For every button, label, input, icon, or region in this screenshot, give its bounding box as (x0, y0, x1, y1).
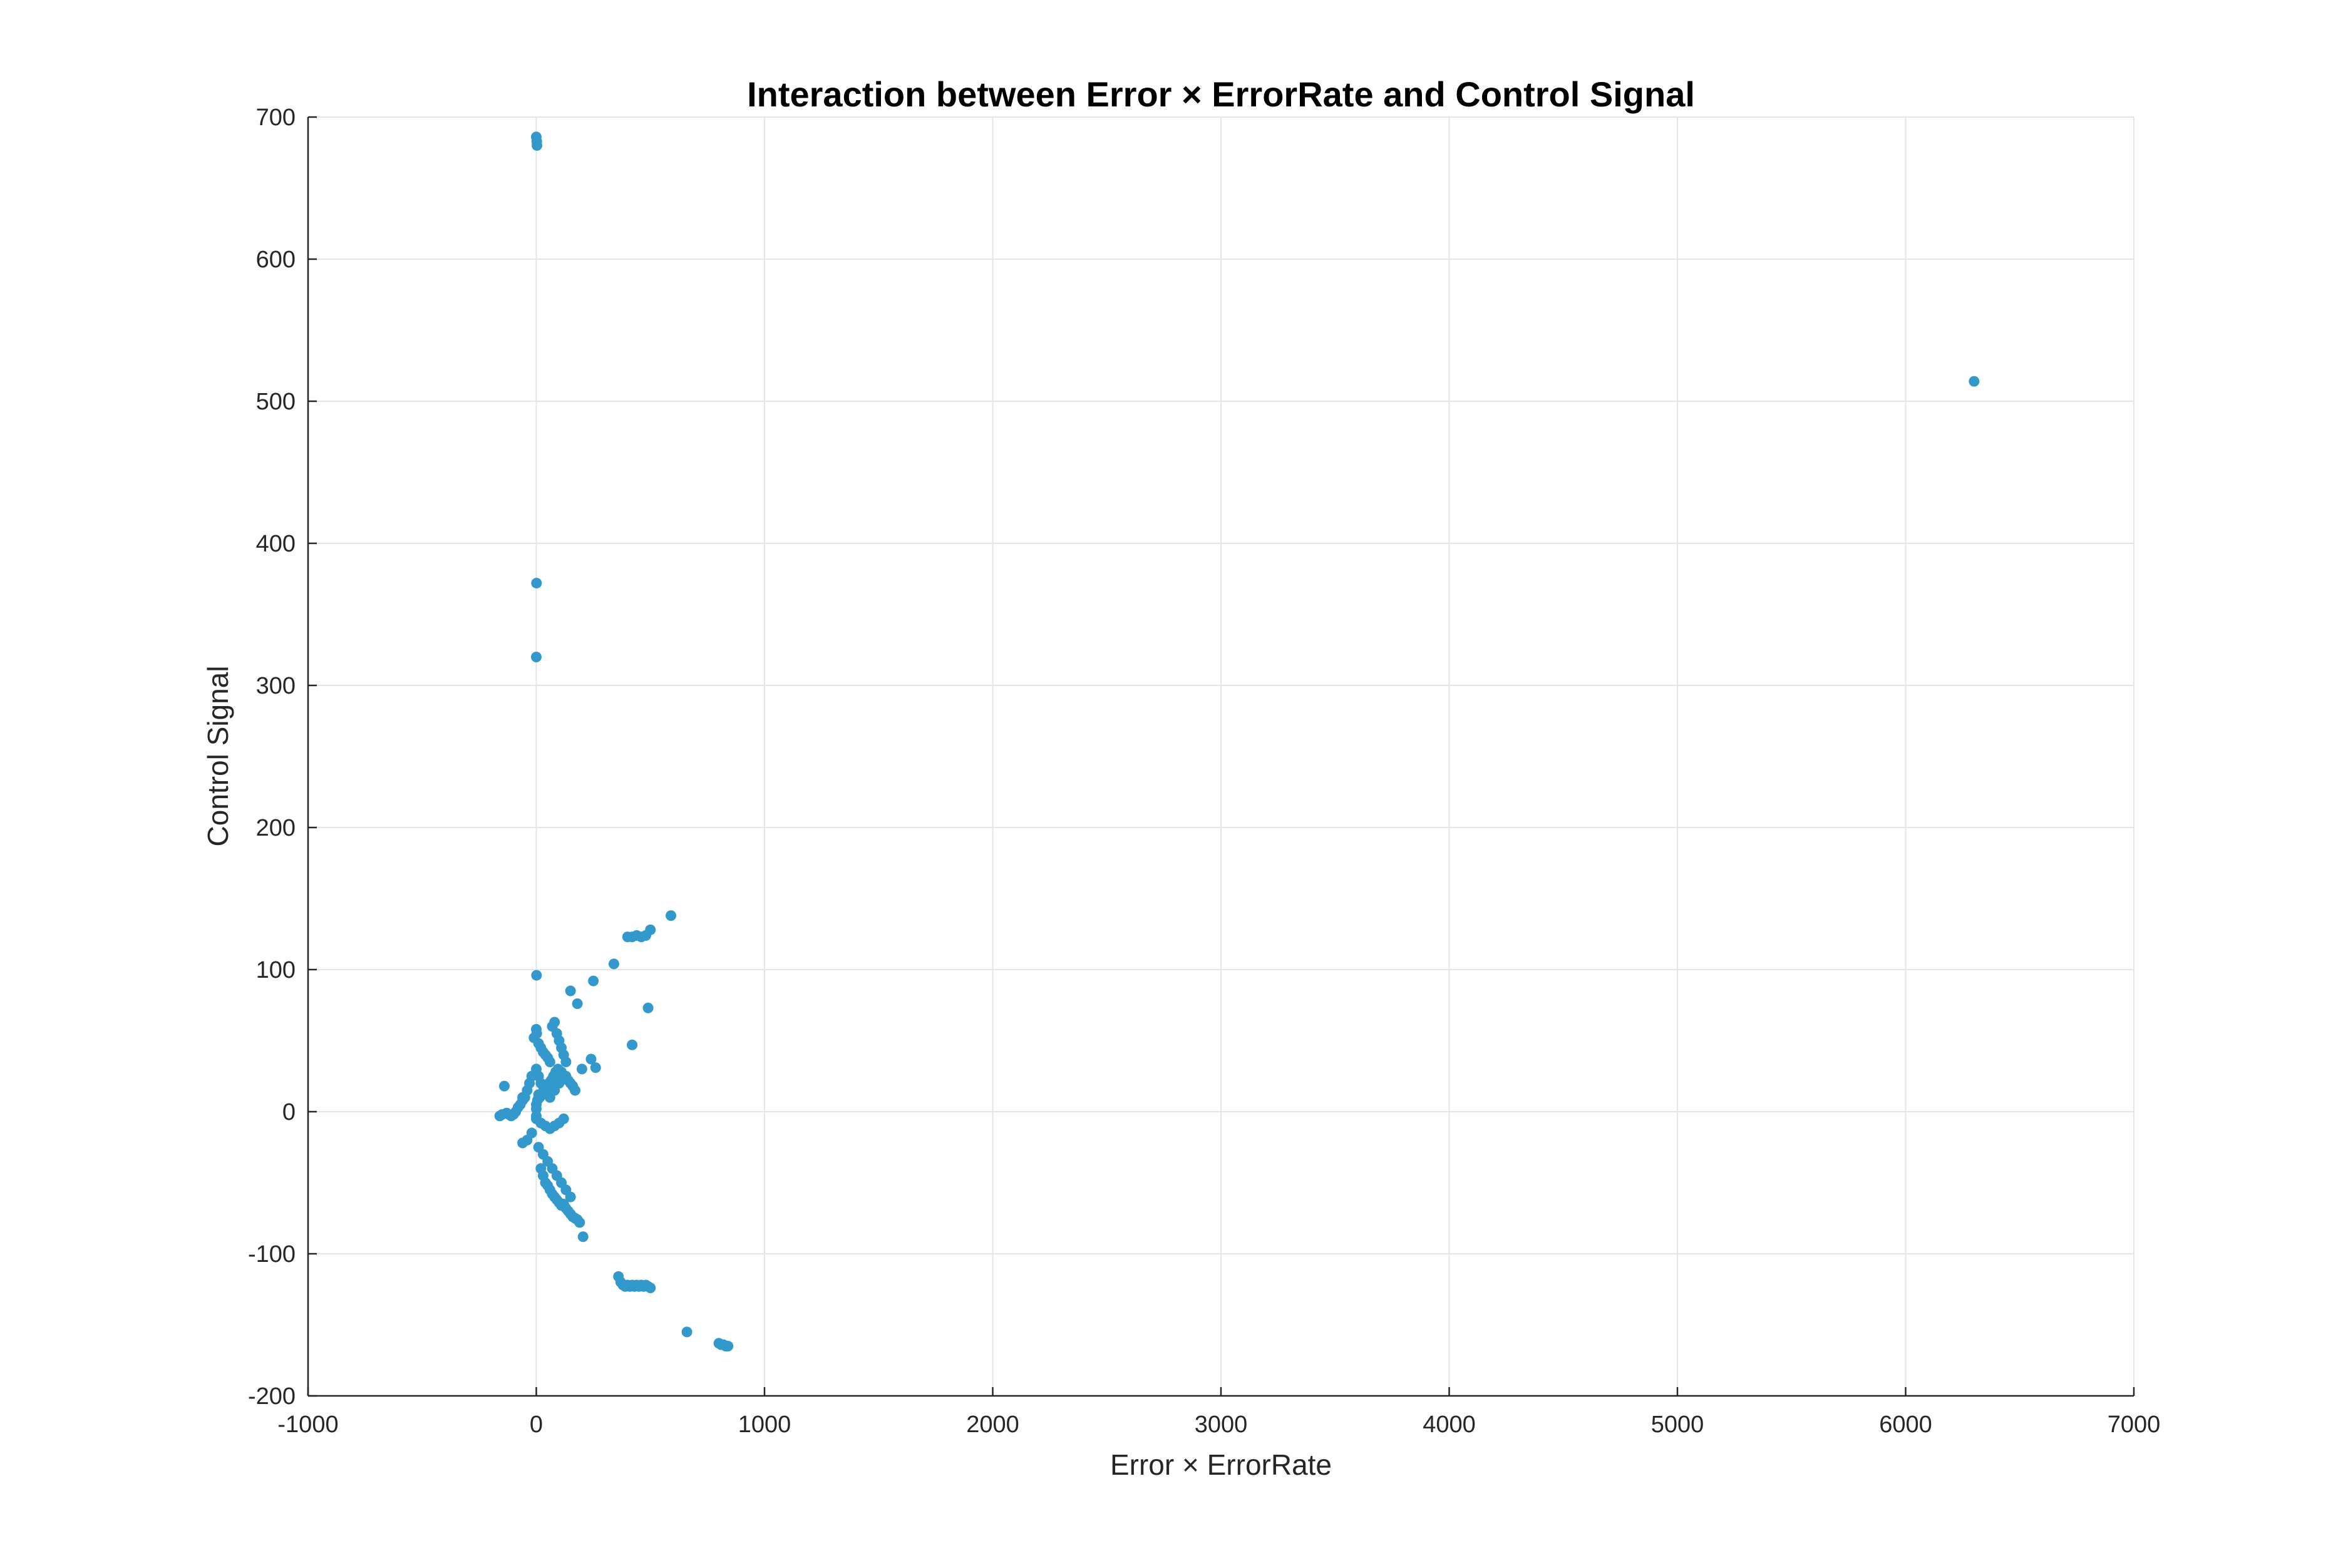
axes (307, 116, 2135, 1397)
data-point (627, 1039, 638, 1050)
data-point (532, 140, 543, 151)
data-point (549, 1017, 560, 1028)
data-point (531, 578, 542, 589)
data-point (666, 910, 677, 921)
data-point (517, 1092, 528, 1103)
data-point (531, 1023, 542, 1035)
data-point (531, 1110, 542, 1122)
y-tick-label: 400 (256, 531, 296, 557)
y-tick-label: 500 (256, 389, 296, 415)
data-point (572, 998, 583, 1009)
y-tick-label: 100 (256, 957, 296, 983)
data-point (498, 1080, 510, 1092)
data-point (544, 1057, 555, 1068)
y-axis-label: Control Signal (202, 666, 234, 847)
x-tick-label: -1000 (277, 1412, 338, 1438)
y-tick-label: 300 (256, 673, 296, 699)
data-point (533, 1089, 544, 1100)
y-tick-label: -200 (248, 1383, 296, 1410)
chart-title: Interaction between Error × ErrorRate an… (747, 74, 1695, 114)
data-points (494, 131, 1980, 1352)
x-tick-label: 3000 (1195, 1412, 1248, 1438)
y-tick-label: -100 (248, 1241, 296, 1268)
data-point (565, 1191, 576, 1202)
x-tick-label: 0 (530, 1412, 543, 1438)
data-point (590, 1062, 601, 1074)
x-tick-label: 5000 (1651, 1412, 1704, 1438)
data-point (723, 1341, 734, 1352)
x-tick-label: 4000 (1423, 1412, 1476, 1438)
data-point (560, 1057, 572, 1068)
data-point (574, 1217, 585, 1228)
y-tick-label: 0 (282, 1099, 296, 1125)
data-point (494, 1110, 505, 1122)
data-point (565, 985, 576, 997)
data-point (642, 1002, 654, 1013)
data-point (531, 970, 542, 981)
data-point (531, 652, 542, 663)
x-tick-label: 6000 (1879, 1412, 1932, 1438)
tick-labels: -1000 0 1000 2000 3000 4000 5000 6000 7000-200-1… (248, 105, 2160, 1438)
data-point (577, 1231, 589, 1243)
y-tick-label: 200 (256, 815, 296, 841)
x-tick-label: 2000 (966, 1412, 1019, 1438)
x-tick-label: 7000 (2108, 1412, 2161, 1438)
data-point (517, 1137, 528, 1149)
y-tick-label: 600 (256, 247, 296, 273)
data-point (681, 1326, 693, 1338)
x-axis-label: Error × ErrorRate (1110, 1448, 1332, 1481)
data-point (569, 1085, 580, 1096)
data-point (645, 1282, 656, 1293)
data-point (608, 958, 619, 970)
data-point (576, 1063, 587, 1075)
grid (307, 116, 2134, 1396)
data-point (588, 975, 599, 986)
data-point (1969, 376, 1980, 387)
data-point (558, 1113, 569, 1124)
data-point (622, 931, 633, 943)
data-point (585, 1053, 597, 1065)
y-tick-label: 700 (256, 105, 296, 131)
x-tick-label: 1000 (738, 1412, 791, 1438)
